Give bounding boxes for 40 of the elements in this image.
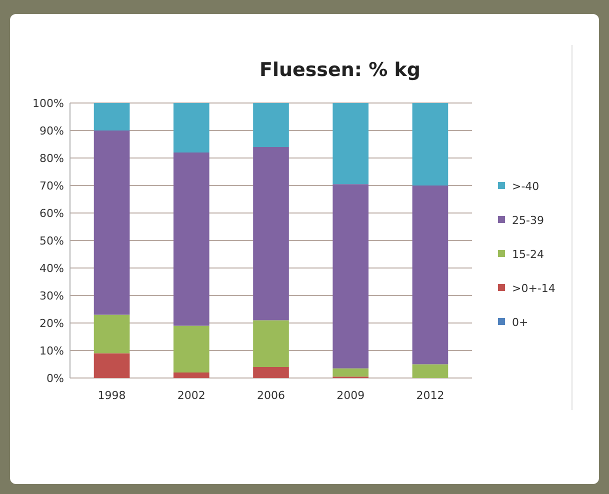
bar	[412, 186, 448, 364]
x-tick-label: 2006	[257, 389, 285, 402]
bar	[173, 152, 210, 326]
bar	[253, 367, 289, 378]
chart-title: Fluessen: % kg	[259, 59, 421, 81]
legend-label: 15-24	[512, 248, 544, 261]
y-tick-label: 10%	[40, 344, 64, 358]
bar	[253, 103, 289, 147]
legend-label: 25-39	[512, 214, 544, 227]
bar	[253, 147, 289, 320]
x-tick-label: 2012	[416, 389, 444, 402]
y-tick-label: 0%	[46, 372, 64, 385]
y-tick-label: 30%	[40, 290, 64, 302]
bar	[94, 130, 130, 315]
bar	[332, 368, 369, 377]
bar	[412, 364, 448, 378]
y-tick-label: 40%	[40, 262, 64, 275]
x-tick-label: 1998	[98, 389, 126, 402]
x-tick-label: 2002	[177, 389, 206, 402]
bar	[94, 103, 130, 130]
bar	[173, 326, 210, 372]
bar	[332, 184, 369, 368]
y-tick-label: 20%	[40, 317, 64, 330]
bar	[173, 103, 210, 152]
legend-label: >0+-14	[512, 282, 556, 295]
y-tick-label: 50%	[40, 234, 64, 248]
bar	[412, 103, 448, 186]
bar	[173, 372, 210, 378]
bar	[94, 353, 130, 378]
bar	[94, 314, 130, 354]
y-tick-label: 70%	[40, 180, 64, 192]
y-tick-label: 60%	[40, 207, 64, 220]
bar	[253, 320, 289, 367]
legend-label: >-40	[512, 180, 540, 193]
bar	[332, 103, 369, 184]
legend-label: 0+	[512, 316, 528, 329]
y-tick-label: 100%	[32, 97, 64, 110]
x-tick-label: 2009	[336, 389, 365, 402]
y-tick-label: 90%	[40, 124, 64, 138]
y-tick-label: 80%	[40, 152, 64, 165]
